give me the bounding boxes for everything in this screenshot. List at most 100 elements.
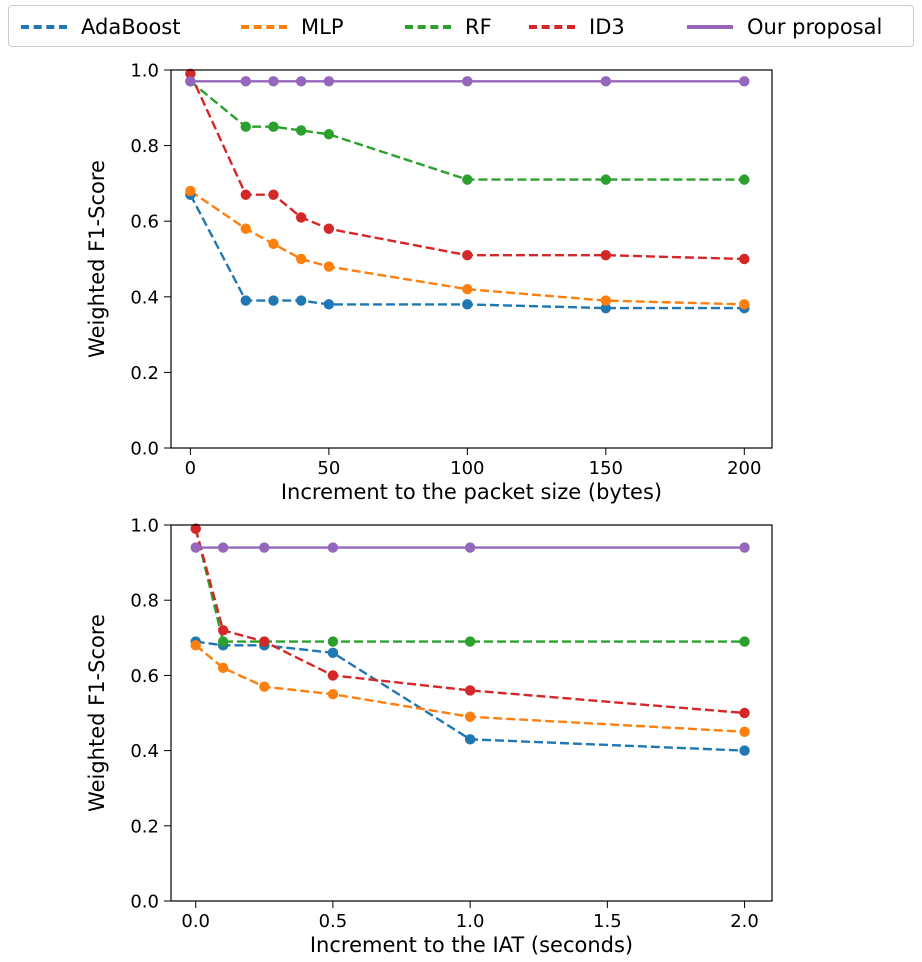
chart-2-point-id3 bbox=[190, 523, 201, 534]
chart-2-point-mlp bbox=[739, 726, 750, 737]
chart-1-xlabel: Increment to the packet size (bytes) bbox=[281, 480, 662, 504]
chart-1-ytick-label: 0.4 bbox=[130, 287, 159, 308]
chart-1-point-rf bbox=[739, 174, 750, 185]
chart-1-xtick-label: 200 bbox=[727, 458, 761, 479]
chart-1-point-id3 bbox=[739, 253, 750, 265]
chart-1-point-adaboost bbox=[268, 295, 279, 306]
chart-2-point-mlp bbox=[217, 662, 229, 674]
chart-2-xtick-label: 1.0 bbox=[456, 911, 485, 932]
chart-2-xlabel: Increment to the IAT (seconds) bbox=[310, 933, 633, 957]
chart-1-point-our-proposal bbox=[240, 76, 251, 87]
chart-1-series-line-id3 bbox=[189, 73, 745, 261]
chart-1-ytick-label: 0.0 bbox=[130, 439, 159, 460]
chart-2-point-mlp bbox=[327, 689, 339, 700]
chart-1-point-mlp bbox=[739, 299, 750, 310]
chart-1-ytick-label: 0.8 bbox=[130, 136, 159, 157]
chart-1-point-our-proposal bbox=[600, 76, 612, 87]
chart-1-ytick-label: 0.6 bbox=[130, 212, 159, 233]
chart-2-series-line-mlp bbox=[194, 644, 745, 733]
chart-1-point-id3 bbox=[268, 189, 279, 200]
chart-1-point-id3 bbox=[240, 189, 251, 200]
chart-2-ytick-label: 0.4 bbox=[130, 741, 159, 762]
chart-2: 0.0 0.2 0.4 0.6 0.8 1.0 0.0 0.5 1.0 1.5 2.0 Increme… bbox=[85, 516, 773, 957]
legend-item-adaboost: AdaBoost bbox=[21, 6, 180, 48]
legend-line-our-proposal bbox=[687, 25, 733, 29]
chart-1-point-our-proposal bbox=[323, 76, 335, 87]
chart-1-point-adaboost bbox=[240, 295, 251, 306]
chart-1-point-our-proposal bbox=[739, 76, 750, 87]
legend-item-id3: ID3 bbox=[529, 6, 625, 48]
chart-2-ytick-label: 0.0 bbox=[130, 892, 159, 913]
chart-1-point-id3 bbox=[600, 250, 612, 261]
chart-2-series-line-adaboost bbox=[195, 640, 745, 752]
chart-2-ytick-label: 0.6 bbox=[130, 666, 159, 687]
chart-2-point-our-proposal bbox=[464, 542, 476, 553]
chart-1-point-mlp bbox=[240, 223, 251, 234]
chart-2-ytick-label: 0.2 bbox=[130, 816, 159, 837]
chart-2-point-mlp bbox=[259, 681, 270, 692]
legend-item-our-proposal: Our proposal bbox=[687, 6, 882, 48]
chart-1-point-mlp bbox=[600, 295, 612, 306]
chart-2-frame bbox=[170, 524, 773, 902]
chart-1-series-line-mlp bbox=[189, 190, 745, 306]
chart-2-point-rf bbox=[217, 636, 229, 647]
chart-2-xtick-label: 0.0 bbox=[181, 911, 210, 932]
chart-1-point-our-proposal bbox=[185, 76, 196, 87]
chart-1-point-rf bbox=[240, 121, 251, 132]
chart-1-point-rf bbox=[600, 174, 612, 185]
chart-2-point-rf bbox=[739, 636, 750, 647]
chart-2-point-mlp bbox=[464, 711, 476, 722]
chart-2-point-id3 bbox=[739, 707, 750, 719]
chart-2-point-our-proposal bbox=[739, 542, 750, 553]
chart-2-point-id3 bbox=[259, 636, 270, 647]
chart-1-point-id3 bbox=[323, 223, 335, 234]
chart-1-point-our-proposal bbox=[462, 76, 473, 87]
chart-1-point-mlp bbox=[268, 238, 279, 250]
chart-1-point-mlp bbox=[185, 185, 196, 197]
chart-2-point-our-proposal bbox=[190, 542, 201, 553]
chart-1-point-mlp bbox=[323, 261, 335, 272]
legend-line-mlp bbox=[241, 25, 287, 29]
chart-1-ytick-label: 0.2 bbox=[130, 363, 159, 384]
chart-2-point-adaboost bbox=[327, 647, 339, 659]
legend-item-rf: RF bbox=[405, 6, 492, 48]
chart-2-series-line-rf bbox=[194, 528, 745, 643]
chart-legend: AdaBoost MLP RF ID3 Our proposal bbox=[8, 5, 914, 47]
chart-1-xtick-label: 100 bbox=[450, 458, 484, 479]
legend-item-mlp: MLP bbox=[241, 6, 343, 48]
chart-1-point-mlp bbox=[462, 284, 473, 295]
chart-2-xtick-label: 0.5 bbox=[319, 911, 348, 932]
chart-2-ytick-label: 0.8 bbox=[130, 591, 159, 612]
chart-1-point-adaboost bbox=[600, 302, 612, 314]
chart-1-point-id3 bbox=[462, 250, 473, 261]
chart-1-point-adaboost bbox=[462, 299, 473, 310]
chart-1: 0.0 0.2 0.4 0.6 0.8 1.0 0 50 100 150 200 Increment … bbox=[85, 61, 773, 504]
chart-2-point-mlp bbox=[190, 640, 201, 651]
legend-line-adaboost bbox=[21, 25, 67, 29]
chart-1-point-id3 bbox=[185, 68, 196, 79]
chart-2-point-our-proposal bbox=[327, 542, 339, 553]
chart-1-xtick-label: 50 bbox=[317, 458, 340, 479]
legend-label-mlp: MLP bbox=[301, 15, 344, 39]
chart-2-point-our-proposal bbox=[217, 542, 229, 553]
chart-1-point-rf bbox=[323, 129, 335, 140]
legend-label-rf: RF bbox=[465, 15, 492, 39]
chart-1-point-rf bbox=[268, 121, 279, 132]
chart-1-xtick-label: 0 bbox=[185, 458, 196, 479]
legend-label-adaboost: AdaBoost bbox=[81, 15, 181, 39]
chart-1-point-rf bbox=[462, 174, 473, 185]
chart-2-ylabel: Weighted F1-Score bbox=[85, 614, 109, 812]
chart-2-series-line-id3 bbox=[194, 528, 745, 715]
chart-1-point-rf bbox=[295, 125, 307, 136]
legend-label-id3: ID3 bbox=[589, 15, 625, 39]
chart-2-ytick-label: 1.0 bbox=[130, 516, 159, 537]
chart-1-ylabel: Weighted F1-Score bbox=[85, 160, 109, 358]
chart-1-point-our-proposal bbox=[268, 76, 279, 87]
chart-2-point-rf bbox=[327, 636, 339, 647]
chart-1-ytick-label: 1.0 bbox=[130, 61, 159, 82]
chart-1-xtick-label: 150 bbox=[589, 458, 623, 479]
chart-1-point-adaboost bbox=[295, 295, 307, 306]
chart-2-point-adaboost bbox=[739, 745, 750, 756]
chart-2-point-our-proposal bbox=[259, 542, 270, 553]
